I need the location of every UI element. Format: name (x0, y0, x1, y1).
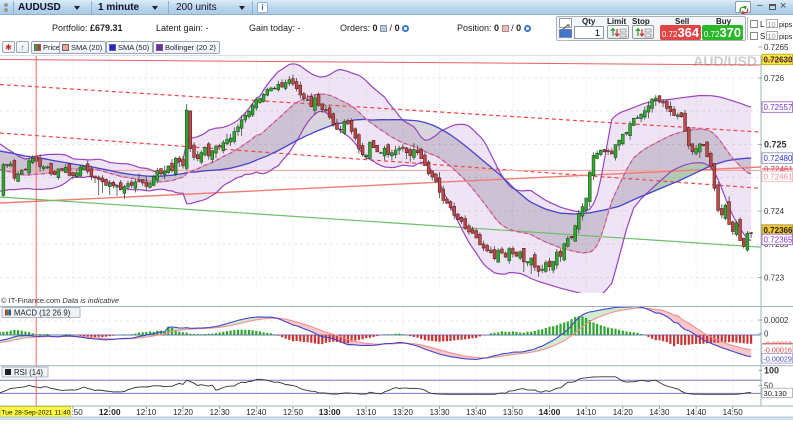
svg-text:14:40: 14:40 (686, 408, 707, 417)
svg-text:0.72366: 0.72366 (764, 226, 793, 235)
svg-text:50: 50 (764, 382, 773, 391)
svg-text:13:10: 13:10 (356, 408, 377, 417)
svg-text:0.72365: 0.72365 (764, 236, 793, 245)
svg-text:13:20: 13:20 (393, 408, 414, 417)
svg-text:13:50: 13:50 (503, 408, 524, 417)
svg-text:0.725: 0.725 (764, 140, 787, 150)
svg-text:12:30: 12:30 (210, 408, 231, 417)
svg-text:-0.00016: -0.00016 (764, 345, 792, 354)
svg-text:13:40: 13:40 (466, 408, 487, 417)
svg-text:13:30: 13:30 (430, 408, 451, 417)
svg-text:0.724: 0.724 (764, 207, 785, 216)
svg-text:100: 100 (764, 366, 779, 376)
svg-text:12:40: 12:40 (246, 408, 267, 417)
svg-text:AUD/USD: AUD/USD (693, 53, 757, 69)
svg-text:Tue 28-Sep-2021 11:40: Tue 28-Sep-2021 11:40 (2, 410, 71, 417)
svg-text:14:20: 14:20 (613, 408, 634, 417)
svg-text:12:00: 12:00 (99, 407, 121, 417)
svg-text:0.0002: 0.0002 (764, 316, 789, 325)
svg-text:0.723: 0.723 (764, 274, 785, 283)
svg-text:12:20: 12:20 (173, 408, 194, 417)
svg-text:0: 0 (764, 330, 769, 339)
svg-text:0.726: 0.726 (764, 74, 785, 83)
svg-text:0.72557: 0.72557 (764, 103, 793, 112)
svg-text:0.72461: 0.72461 (764, 165, 793, 174)
svg-text:MACD (12 26 9): MACD (12 26 9) (14, 309, 71, 318)
svg-text:12:50: 12:50 (283, 408, 304, 417)
svg-text:12:10: 12:10 (136, 408, 157, 417)
svg-text:0.7265: 0.7265 (764, 43, 789, 52)
svg-text:0.72461: 0.72461 (764, 173, 793, 182)
svg-text:14:50: 14:50 (723, 408, 744, 417)
svg-text:13:00: 13:00 (319, 407, 341, 417)
svg-text:14:30: 14:30 (649, 408, 670, 417)
svg-text:30.130: 30.130 (764, 389, 787, 398)
svg-text:0.72480: 0.72480 (764, 154, 793, 163)
svg-text:11:50: 11:50 (63, 408, 83, 417)
svg-text:14:10: 14:10 (576, 408, 597, 417)
svg-text:-0.00029: -0.00029 (764, 354, 792, 363)
svg-text:RSI (14): RSI (14) (14, 368, 43, 377)
svg-text:14:00: 14:00 (539, 407, 561, 417)
svg-text:© IT-Finance.com Data is indic: © IT-Finance.com Data is indicative (1, 296, 119, 305)
